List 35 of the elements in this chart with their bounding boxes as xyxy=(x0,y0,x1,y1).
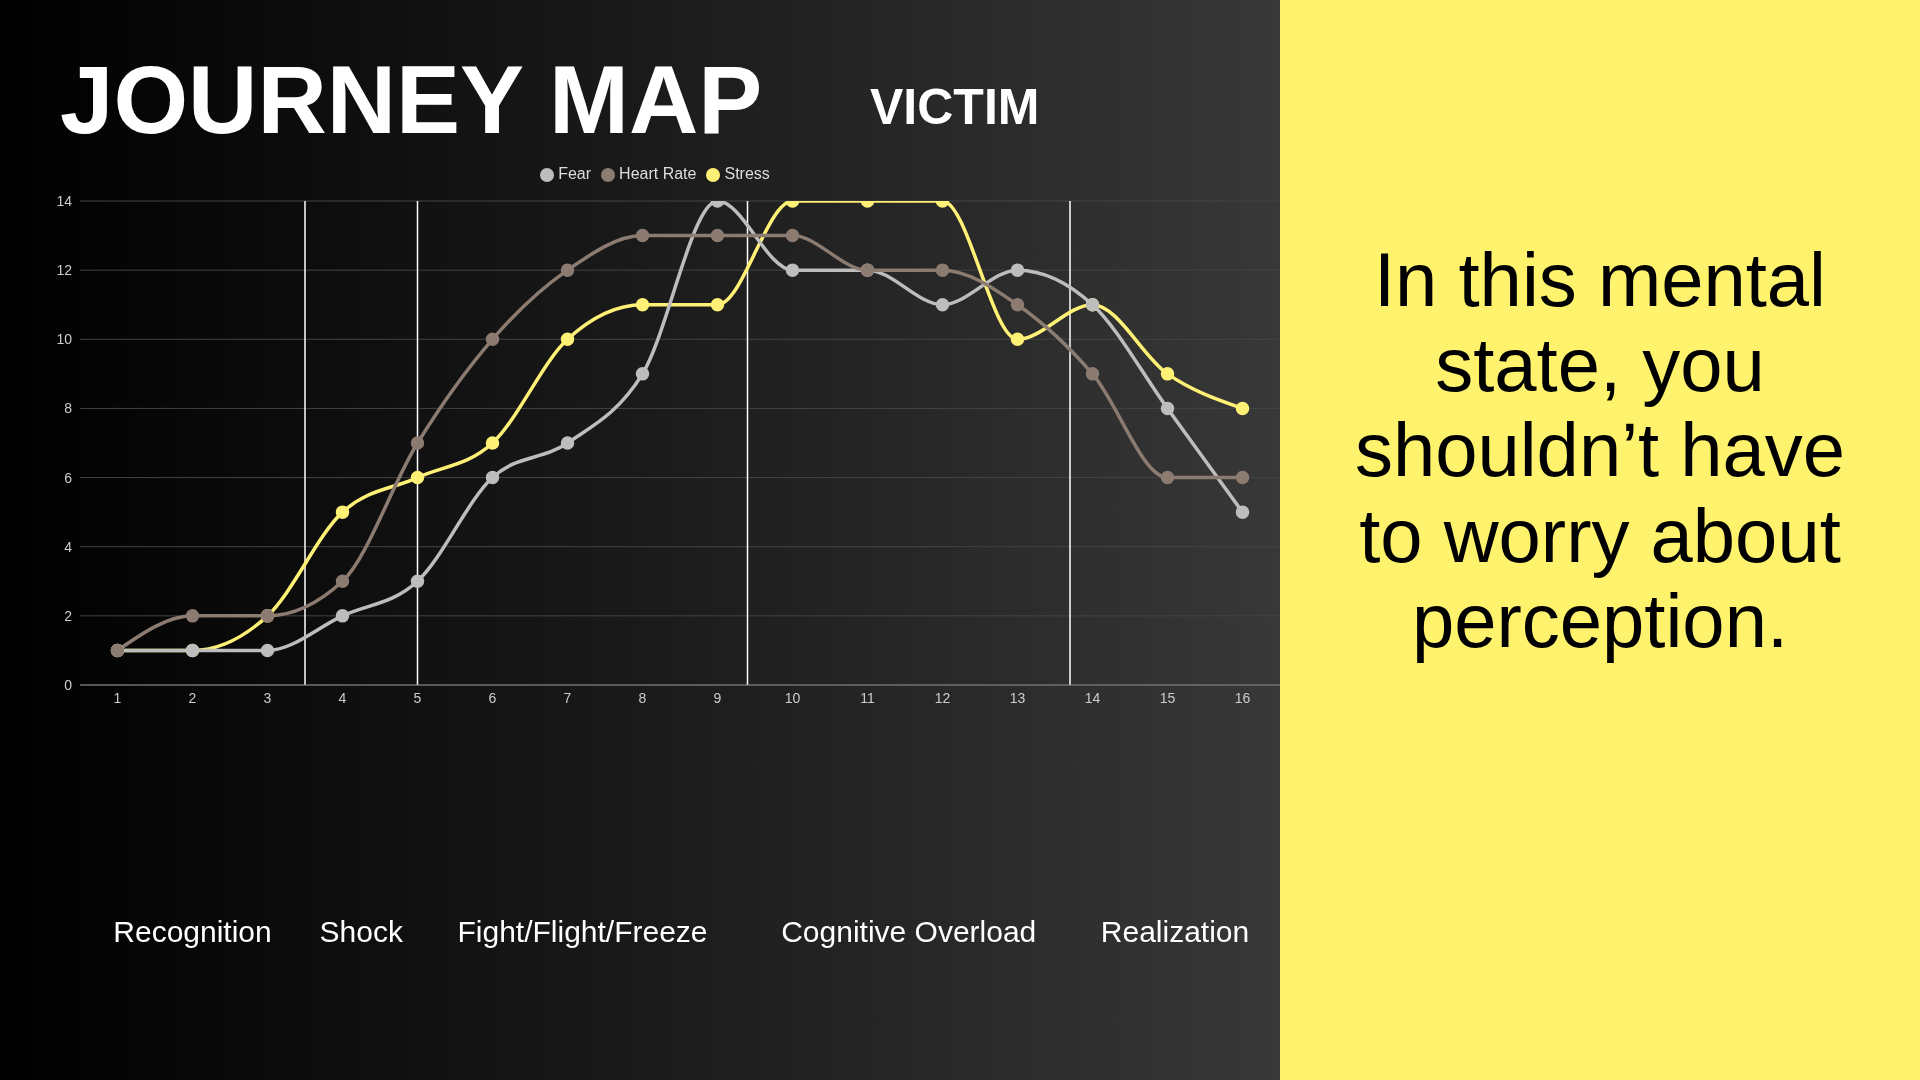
x-tick-label: 7 xyxy=(563,689,572,706)
y-tick-label: 4 xyxy=(64,538,73,555)
chart-subtitle: VICTIM xyxy=(870,78,1040,136)
x-tick-label: 12 xyxy=(934,689,951,706)
x-tick-label: 10 xyxy=(784,689,801,706)
text: Realization xyxy=(1100,915,1250,948)
x-tick-label: 2 xyxy=(188,689,197,706)
x-tick-label: 6 xyxy=(488,689,497,706)
y-tick-label: 14 xyxy=(56,192,73,209)
x-tick-label: 11 xyxy=(860,689,875,706)
y-tick-label: 6 xyxy=(64,469,73,486)
x-tick-label: 5 xyxy=(413,689,422,706)
y-tick-label: 10 xyxy=(56,331,73,348)
text: Shock xyxy=(319,915,403,948)
x-tick-label: 14 xyxy=(1084,689,1101,706)
x-tick-label: 9 xyxy=(713,689,722,706)
y-tick-label: 0 xyxy=(64,676,73,693)
x-tick-label: 16 xyxy=(1234,689,1251,706)
text: Recognition xyxy=(113,915,272,948)
x-tick-label: 13 xyxy=(1009,689,1026,706)
x-tick-label: 15 xyxy=(1159,689,1176,706)
y-tick-label: 12 xyxy=(56,262,73,279)
x-tick-label: 3 xyxy=(263,689,272,706)
x-tick-label: 1 xyxy=(113,689,122,706)
y-tick-label: 8 xyxy=(64,400,73,417)
legend-label: Fear xyxy=(558,165,592,182)
x-tick-label: 8 xyxy=(638,689,647,706)
y-tick-label: 2 xyxy=(64,607,73,624)
text: Fight/Flight/Freeze xyxy=(457,915,708,948)
text: Cognitive Overload xyxy=(781,915,1037,948)
legend-label: Heart Rate xyxy=(619,165,697,182)
legend-label: Stress xyxy=(724,165,770,182)
text: In this mental state, you shouldn’t have to worry about perception. xyxy=(1353,237,1847,663)
chart-title: JOURNEY MAP xyxy=(60,45,763,155)
x-tick-label: 4 xyxy=(338,689,347,706)
